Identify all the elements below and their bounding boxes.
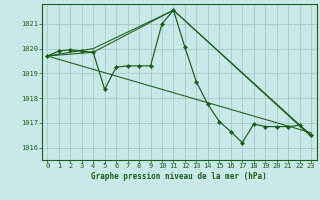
X-axis label: Graphe pression niveau de la mer (hPa): Graphe pression niveau de la mer (hPa)	[91, 172, 267, 181]
